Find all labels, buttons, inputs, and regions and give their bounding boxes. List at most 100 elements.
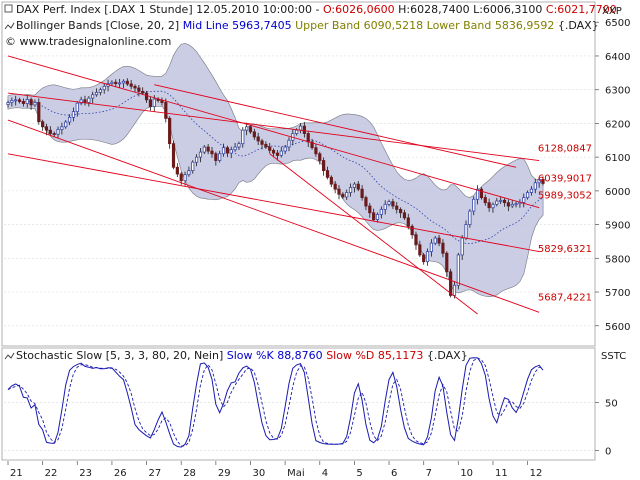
- candle-body: [33, 102, 37, 106]
- candle-body: [364, 197, 368, 207]
- candle-body: [56, 129, 60, 135]
- candle-body: [537, 178, 541, 184]
- header-close: C:6021,7700: [546, 3, 617, 16]
- stochastic-axis-title: SSTC: [601, 351, 626, 362]
- candle-body: [398, 209, 403, 214]
- candle-body: [460, 237, 464, 256]
- candle-body: [60, 126, 64, 130]
- candle-body: [295, 129, 299, 134]
- candle-body: [379, 209, 383, 215]
- candle-body: [298, 125, 303, 131]
- stochastic-suffix: {.DAX}: [423, 349, 467, 362]
- candle-body: [256, 136, 260, 142]
- candle-body: [372, 212, 376, 220]
- candle-body: [202, 146, 206, 153]
- price-label: 5989,3052: [538, 191, 592, 202]
- candle-body: [25, 99, 29, 104]
- price-axis-title: XXP: [602, 6, 622, 17]
- candle-body: [464, 224, 468, 239]
- time-tick-label: 7: [426, 468, 432, 479]
- candle-body: [221, 147, 226, 155]
- candle-body: [152, 98, 156, 107]
- stochastic-lines: [7, 357, 544, 448]
- candle-body: [75, 102, 79, 113]
- candle-body: [71, 111, 76, 118]
- price-tick-label: 6000: [605, 187, 630, 198]
- candle-body: [264, 143, 268, 148]
- candle-body: [526, 192, 530, 199]
- price-tick-label: 6500: [605, 18, 630, 29]
- time-tick-label: 27: [149, 468, 162, 479]
- candle-body: [391, 201, 395, 207]
- candle-body: [495, 200, 499, 205]
- candle-body: [191, 161, 195, 172]
- candle-body: [345, 192, 349, 198]
- candle-body: [402, 212, 407, 219]
- candle-body: [383, 203, 387, 210]
- stochastic-tick-label: 50: [605, 399, 618, 410]
- candle-body: [91, 94, 95, 99]
- price-tick-label: 6200: [605, 119, 630, 130]
- candle-body: [48, 129, 52, 134]
- candle-body: [98, 89, 102, 93]
- candle-body: [387, 201, 391, 205]
- trendline: [7, 153, 540, 253]
- trendline: [269, 153, 478, 315]
- price-label: 6039,9017: [538, 173, 592, 184]
- candle-body: [29, 99, 33, 106]
- price-axis: 5600 5700 5800 5900 6000 6100 6200 6300 6400 6500: [595, 18, 630, 333]
- candle-body: [218, 153, 222, 161]
- candle-body: [79, 99, 83, 104]
- price-tick-label: 5900: [605, 221, 630, 232]
- candle-body: [114, 81, 118, 85]
- candle-body: [252, 131, 256, 138]
- time-tick-label: 21: [10, 468, 23, 479]
- price-label: 5829,6321: [538, 244, 592, 255]
- candle-body: [67, 116, 72, 123]
- candle-body: [64, 121, 68, 128]
- candle-body: [441, 242, 445, 254]
- candle-body: [337, 188, 341, 195]
- candle-body: [229, 149, 233, 154]
- stochastic-tick-label: 0: [605, 446, 611, 457]
- candle-body: [360, 188, 364, 199]
- bollinger-mid-line: [7, 90, 544, 245]
- candle-body: [456, 254, 460, 286]
- price-header: DAX Perf. Index [.DAX 1 Stunde] 12.05.20…: [4, 3, 617, 48]
- trendline: [7, 119, 540, 313]
- candle-body: [268, 146, 272, 151]
- candle-body: [198, 151, 203, 158]
- candle-body: [271, 149, 276, 154]
- header-bollinger: Bollinger Bands [Close, 20, 2]: [16, 19, 183, 32]
- candle-body: [449, 271, 453, 296]
- candle-body: [121, 80, 126, 84]
- header-line-2: Bollinger Bands [Close, 20, 2] Mid Line …: [16, 19, 599, 32]
- time-tick-label: 11: [495, 468, 508, 479]
- candle-body: [133, 85, 137, 89]
- time-tick-label: 22: [45, 468, 58, 479]
- header-line-1: DAX Perf. Index [.DAX 1 Stunde] 12.05.20…: [16, 3, 617, 16]
- candle-legend-icon: [4, 4, 13, 13]
- time-tick-label: 30: [252, 468, 265, 479]
- candle-body: [17, 99, 22, 102]
- candle-body: [341, 193, 345, 198]
- candle-body: [429, 242, 433, 252]
- candle-body: [195, 156, 199, 163]
- candle-body: [83, 99, 87, 103]
- candle-body: [241, 129, 245, 145]
- stochastic-d-label: Slow %D 85,1173: [326, 349, 423, 362]
- candle-body: [318, 153, 322, 161]
- candle-body: [322, 160, 326, 172]
- candle-body: [171, 143, 176, 168]
- candle-body: [325, 170, 330, 178]
- candle-body: [310, 141, 314, 149]
- candle-body: [356, 183, 360, 190]
- price-tick-label: 6400: [605, 52, 630, 63]
- price-tick-label: 6300: [605, 86, 630, 97]
- time-tick-label: 28: [183, 468, 196, 479]
- candle-body: [52, 133, 56, 135]
- candle-body: [479, 188, 484, 199]
- candle-body: [510, 203, 514, 207]
- candle-body: [414, 234, 418, 246]
